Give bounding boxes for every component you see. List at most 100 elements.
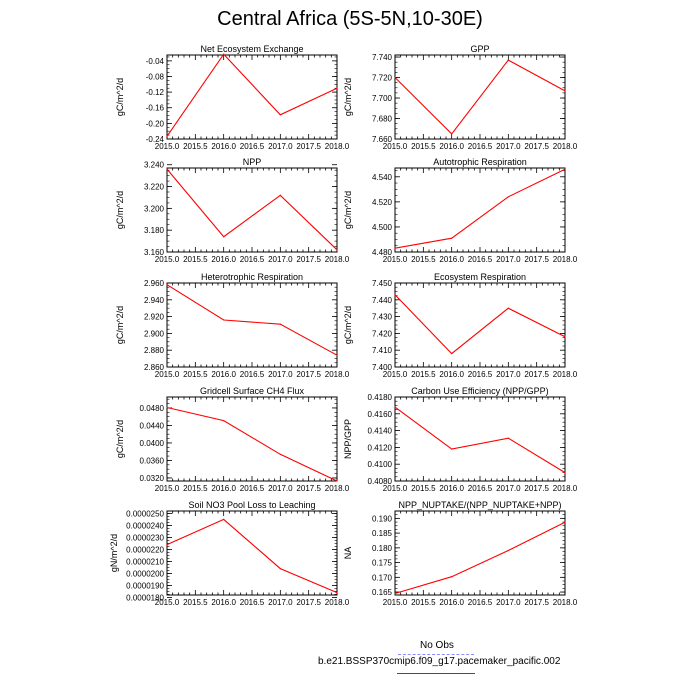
data-point <box>279 114 281 116</box>
y-tick-label: 0.0320 <box>140 474 165 483</box>
y-tick-label: 7.700 <box>372 94 393 103</box>
x-tick-label: 2015.5 <box>183 370 208 379</box>
y-tick-label: 2.880 <box>144 346 165 355</box>
x-tick-label: 2015.0 <box>383 598 408 607</box>
x-tick-label: 2015.5 <box>183 142 208 151</box>
data-point <box>279 568 281 570</box>
panel-title: Net Ecosystem Exchange <box>200 44 303 54</box>
x-tick-label: 2017.0 <box>268 370 293 379</box>
x-tick-label: 2017.5 <box>296 370 321 379</box>
y-tick-label: 0.180 <box>372 544 393 553</box>
x-tick-label: 2016.5 <box>468 598 493 607</box>
x-tick-label: 2017.5 <box>296 598 321 607</box>
y-tick-label: 0.4120 <box>368 443 393 452</box>
data-point <box>279 453 281 455</box>
y-tick-label: 0.0000180 <box>126 593 164 602</box>
x-tick-label: 2016.0 <box>439 370 464 379</box>
y-tick-label: 2.960 <box>144 279 165 288</box>
x-tick-label: 2017.0 <box>496 370 521 379</box>
x-tick-label: 2016.5 <box>468 370 493 379</box>
data-point <box>394 247 396 249</box>
x-tick-label: 2016.0 <box>439 484 464 493</box>
legend-model-line <box>397 673 475 674</box>
series-line <box>394 521 566 595</box>
data-point <box>507 437 509 439</box>
chart-panel-6: Ecosystem Respiration gC/m^2/d 2015.0 2015.… <box>343 272 578 379</box>
y-tick-label: 7.720 <box>372 74 393 83</box>
x-tick-label: 2017.0 <box>268 142 293 151</box>
x-tick-label: 2016.5 <box>468 142 493 151</box>
y-tick-label: 7.410 <box>372 346 393 355</box>
plot-frame <box>166 282 338 368</box>
x-tick-label: 2015.0 <box>383 255 408 264</box>
x-tick-label: 2016.5 <box>240 598 265 607</box>
x-tick-label: 2015.0 <box>155 255 180 264</box>
panel-title: NPP <box>243 157 262 167</box>
data-point <box>336 354 338 356</box>
panel-title: NPP_NUPTAKE/(NPP_NUPTAKE+NPP) <box>399 500 562 510</box>
x-tick-label: 2017.5 <box>296 142 321 151</box>
y-tick-label: 0.165 <box>372 588 393 597</box>
x-tick-label: 2016.0 <box>211 255 236 264</box>
y-axis-label: gC/m^2/d <box>343 306 353 344</box>
y-tick-label: 7.440 <box>372 296 393 305</box>
data-point <box>564 168 566 170</box>
x-tick-label: 2017.0 <box>496 142 521 151</box>
y-tick-label: 0.0000220 <box>126 545 164 554</box>
y-tick-label: 0.4160 <box>368 410 393 419</box>
x-tick-label: 2015.0 <box>155 142 180 151</box>
data-point <box>166 135 168 137</box>
legend-obs-label: No Obs <box>420 640 454 651</box>
series-line <box>394 406 566 474</box>
panel-title: Soil NO3 Pool Loss to Leaching <box>188 500 315 510</box>
x-tick-label: 2015.5 <box>183 255 208 264</box>
data-point <box>564 90 566 92</box>
y-tick-label: 2.940 <box>144 296 165 305</box>
y-tick-label: 4.520 <box>372 198 393 207</box>
x-tick-label: 2016.5 <box>240 255 265 264</box>
y-tick-label: 2.860 <box>144 363 165 372</box>
y-tick-label: 4.480 <box>372 248 393 257</box>
legend-model-label: b.e21.BSSP370cmip6.f09_g17.pacemaker_pac… <box>318 656 561 667</box>
y-tick-label: -0.24 <box>146 135 165 144</box>
data-point <box>166 544 168 546</box>
y-tick-label: 3.180 <box>144 226 165 235</box>
chart-panel-9: Soil NO3 Pool Loss to Leaching gN/m^2/d 20… <box>109 500 350 607</box>
y-tick-label: 0.0000200 <box>126 569 164 578</box>
x-tick-label: 2016.0 <box>439 255 464 264</box>
y-tick-label: -0.12 <box>146 88 165 97</box>
y-axis-label: gC/m^2/d <box>115 191 125 229</box>
panel-title: Gridcell Surface CH4 Flux <box>200 386 305 396</box>
x-tick-label: 2018.0 <box>553 255 578 264</box>
data-point <box>507 196 509 198</box>
data-point <box>507 549 509 552</box>
data-point <box>451 133 453 135</box>
x-tick-label: 2018.0 <box>325 142 350 151</box>
series-line <box>166 518 338 594</box>
x-tick-label: 2018.0 <box>553 484 578 493</box>
y-tick-label: 3.160 <box>144 248 165 257</box>
data-point <box>451 352 453 355</box>
data-point <box>223 236 225 238</box>
x-tick-label: 2016.5 <box>240 370 265 379</box>
data-point <box>394 294 396 296</box>
plot-frame <box>394 167 566 253</box>
x-tick-label: 2017.5 <box>524 142 549 151</box>
x-tick-label: 2015.0 <box>155 484 180 493</box>
y-tick-label: 7.430 <box>372 313 393 322</box>
x-tick-label: 2016.0 <box>439 142 464 151</box>
x-tick-label: 2016.0 <box>211 142 236 151</box>
y-tick-label: 7.740 <box>372 53 393 62</box>
y-axis-label: NPP/GPP <box>343 419 353 459</box>
y-axis-label: gN/m^2/d <box>109 534 119 572</box>
data-point <box>279 194 281 196</box>
data-point <box>223 53 225 55</box>
y-tick-label: -0.08 <box>146 72 165 81</box>
data-point <box>564 336 566 338</box>
data-point <box>166 168 168 170</box>
y-tick-label: 3.200 <box>144 204 165 213</box>
y-tick-label: 7.660 <box>372 135 393 144</box>
